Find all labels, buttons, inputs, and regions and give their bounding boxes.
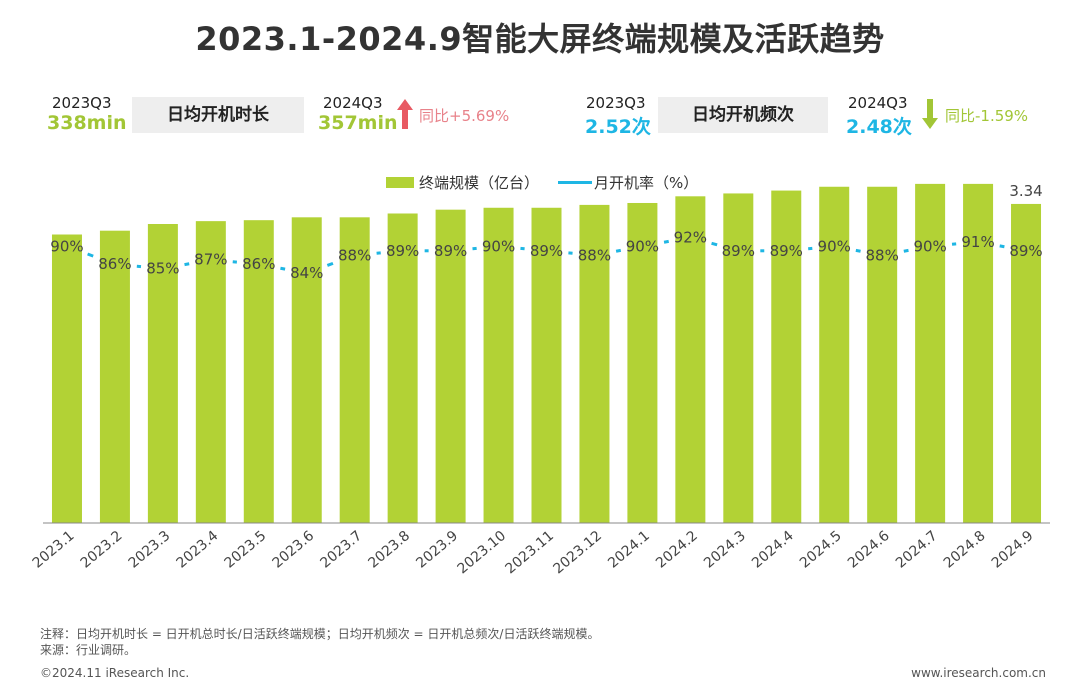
line-point-label: 92% [674,228,707,246]
x-tick-label: 2023.6 [269,528,317,572]
bar [531,207,562,523]
line-segment [903,248,909,253]
bar [291,217,322,523]
bar [147,224,178,523]
line-point-label: 89% [770,242,803,260]
line-point-label: 85% [146,260,179,278]
legend-label-line: 月开机率（%） [594,174,699,192]
line-point-label: 90% [913,237,946,255]
bar [387,213,418,523]
bar [771,190,802,523]
bar [963,183,994,523]
x-tick-label: 2024.1 [605,528,653,572]
line-point-label: 89% [434,242,467,260]
line-point-label: 86% [98,255,131,273]
bar [99,230,130,524]
duration-base-period: 2023Q3 [52,94,112,112]
line-segment [87,252,95,258]
line-segment [326,261,335,267]
line-point-label: 86% [242,255,275,273]
bar [819,186,850,523]
bar [195,221,226,523]
bar [483,207,514,523]
x-tick-label: 2023.3 [126,528,174,572]
x-tick-label: 2023.8 [365,528,413,572]
duration-current-value: 357min [318,112,398,134]
line-segment [184,262,190,267]
line-point-label: 88% [865,246,898,264]
line-point-label: 90% [482,237,515,255]
x-tick-label: 2023.2 [78,528,126,572]
bar [867,186,898,523]
frequency-metric-label: 日均开机频次 [658,97,828,133]
bar [339,217,370,523]
x-tick-label: 2023.7 [317,528,365,572]
x-tick-label: 2024.6 [845,528,893,572]
bar [723,193,754,523]
x-tick-label: 2024.8 [941,528,989,572]
x-tick-label: 2023.10 [454,528,509,577]
bar [1011,203,1042,523]
line-point-label: 89% [722,242,755,260]
line-segment [280,266,286,271]
footnote-note: 注释：日均开机时长 = 日开机总时长/日活跃终端规模；日均开机频次 = 日开机总… [40,627,600,641]
duration-base-value: 338min [47,112,127,134]
line-segment [663,239,670,244]
page-title: 2023.1-2024.9智能大屏终端规模及活跃趋势 [195,20,885,58]
duration-metric-label: 日均开机时长 [132,97,304,133]
frequency-current-period: 2024Q3 [848,94,908,112]
arrow-up-icon [397,99,413,133]
line-segment [711,241,718,247]
x-tick-label: 2024.2 [653,528,701,572]
x-tick-label: 2023.1 [30,528,78,572]
bar [243,220,274,523]
frequency-current-value: 2.48次 [846,116,912,138]
line-segment [855,248,861,253]
frequency-base-period: 2023Q3 [586,94,646,112]
x-tick-label: 2023.12 [550,528,605,577]
footnote-source: 来源：行业调研。 [40,643,137,657]
line-point-label: 88% [578,246,611,264]
frequency-change: 同比-1.59% [945,107,1029,125]
x-tick-label: 2024.9 [989,528,1037,572]
legend-label-bar: 终端规模（亿台） [419,174,540,192]
line-point-label: 89% [1009,242,1042,260]
legend-swatch-line [558,181,592,184]
x-tick-label: 2023.4 [174,528,222,572]
duration-current-period: 2024Q3 [323,94,383,112]
bar-data-label: 3.34 [1009,182,1042,200]
line-point-label: 84% [290,264,323,282]
line-point-label: 88% [338,246,371,264]
line-point-label: 90% [626,237,659,255]
line-point-label: 89% [530,242,563,260]
bar [435,209,466,523]
line-point-label: 87% [194,251,227,269]
bar [627,202,658,523]
x-tick-label: 2023.11 [502,528,557,577]
line-segment [615,248,622,253]
line-point-label: 91% [961,233,994,251]
footer-copyright: ©2024.11 iResearch Inc. [40,666,190,680]
bar [51,234,82,523]
line-segment [999,244,1005,249]
x-tick-label: 2023.5 [222,528,270,572]
line-point-label: 90% [50,237,83,255]
bar [915,183,946,523]
bar [675,196,706,524]
duration-change: 同比+5.69% [419,107,510,125]
x-tick-label: 2024.7 [893,528,941,572]
legend-swatch-bar [386,177,414,188]
frequency-base-value: 2.52次 [585,116,651,138]
footer-site: www.iresearch.com.cn [911,666,1046,680]
arrow-down-icon [922,99,938,133]
line-point-label: 89% [386,242,419,260]
bar [579,204,610,523]
x-tick-label: 2024.3 [701,528,749,572]
x-tick-label: 2024.4 [749,528,797,572]
x-tick-label: 2024.5 [797,528,845,572]
line-point-label: 90% [818,237,851,255]
